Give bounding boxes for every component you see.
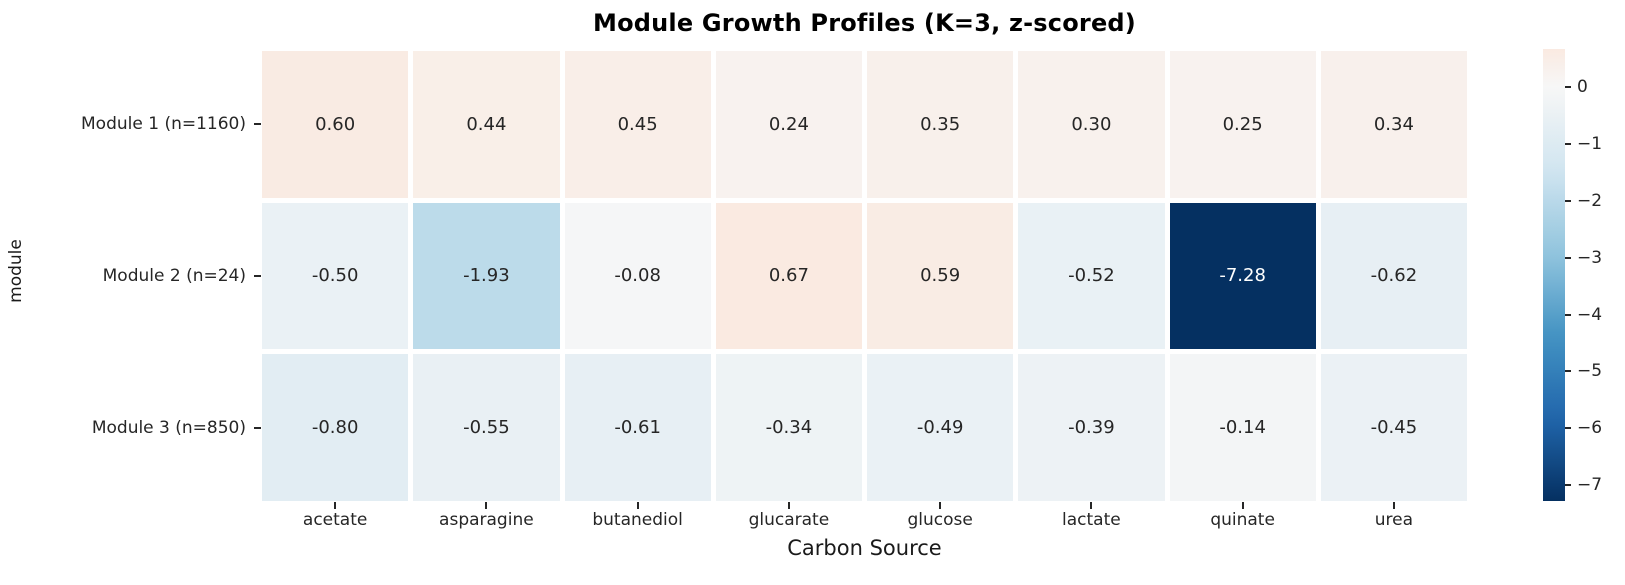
heatmap-cell: -0.52 bbox=[1018, 202, 1165, 350]
colorbar bbox=[1543, 49, 1565, 501]
colorbar-tick-label: −2 bbox=[1577, 190, 1603, 211]
x-tick-label: asparagine bbox=[439, 510, 534, 530]
x-tick-label: glucarate bbox=[748, 510, 830, 530]
y-tick-mark bbox=[254, 123, 261, 126]
x-tick-mark bbox=[1241, 502, 1244, 509]
heatmap-cell: -0.08 bbox=[564, 202, 711, 350]
heatmap-cell: 0.67 bbox=[715, 202, 862, 350]
colorbar-tick-mark bbox=[1565, 484, 1571, 487]
chart-title: Module Growth Profiles (K=3, z-scored) bbox=[593, 9, 1136, 37]
x-tick-label: lactate bbox=[1062, 510, 1121, 530]
colorbar-tick-mark bbox=[1565, 427, 1571, 430]
heatmap-cell: 0.60 bbox=[262, 51, 409, 198]
heatmap-cell: -0.50 bbox=[262, 202, 409, 350]
heatmap-cell: 0.59 bbox=[867, 202, 1014, 350]
heatmap-cell: 0.25 bbox=[1169, 51, 1316, 198]
x-tick-mark bbox=[636, 502, 639, 509]
x-tick-label: butanediol bbox=[592, 510, 683, 530]
heatmap-cell: -0.49 bbox=[867, 354, 1014, 501]
x-tick-label: quinate bbox=[1210, 510, 1275, 530]
x-tick-mark bbox=[334, 502, 337, 509]
colorbar-tick-label: −1 bbox=[1577, 133, 1603, 154]
heatmap-cell: -7.28 bbox=[1169, 202, 1316, 350]
x-tick-mark bbox=[485, 502, 488, 509]
heatmap-cell: -0.34 bbox=[715, 354, 862, 501]
heatmap-cell: -0.80 bbox=[262, 354, 409, 501]
heatmap-cell: 0.35 bbox=[867, 51, 1014, 198]
x-tick-mark bbox=[787, 502, 790, 509]
y-tick-mark bbox=[254, 275, 261, 277]
heatmap-cell: -0.61 bbox=[564, 354, 711, 501]
heatmap-cell: 0.45 bbox=[564, 51, 711, 198]
y-tick-label: Module 2 (n=24) bbox=[102, 266, 246, 286]
colorbar-tick-label: 0 bbox=[1577, 77, 1588, 98]
heatmap-cell: -1.93 bbox=[413, 202, 560, 350]
colorbar-tick-label: −7 bbox=[1577, 475, 1603, 496]
heatmap-grid: 0.60 0.44 0.45 0.24 0.35 0.30 0.25 0.34 -0.50 -1.… bbox=[262, 51, 1467, 501]
x-tick-mark bbox=[939, 502, 942, 509]
heatmap-cell: -0.62 bbox=[1320, 202, 1467, 350]
heatmap-cell: 0.30 bbox=[1018, 51, 1165, 198]
colorbar-tick-mark bbox=[1565, 370, 1571, 373]
heatmap-cell: 0.44 bbox=[413, 51, 560, 198]
heatmap-cell: 0.34 bbox=[1320, 51, 1467, 198]
x-tick-label: glucose bbox=[907, 510, 973, 530]
heatmap-cell: -0.45 bbox=[1320, 354, 1467, 501]
colorbar-tick-label: −4 bbox=[1577, 304, 1603, 325]
colorbar-tick-label: −3 bbox=[1577, 247, 1603, 268]
colorbar-tick-label: −6 bbox=[1577, 418, 1603, 439]
x-tick-label: urea bbox=[1374, 510, 1414, 530]
heatmap-cell: -0.39 bbox=[1018, 354, 1165, 501]
colorbar-tick-mark bbox=[1565, 86, 1571, 89]
colorbar-tick-mark bbox=[1565, 199, 1571, 202]
colorbar-tick-mark bbox=[1565, 142, 1571, 145]
heatmap-cell: 0.24 bbox=[715, 51, 862, 198]
y-tick-label: Module 1 (n=1160) bbox=[81, 114, 246, 135]
colorbar-tick-label: −5 bbox=[1577, 361, 1603, 382]
x-tick-mark bbox=[1392, 502, 1395, 509]
x-axis-title: Carbon Source bbox=[787, 536, 942, 560]
colorbar-tick-mark bbox=[1565, 313, 1571, 316]
heatmap-cell: -0.14 bbox=[1169, 354, 1316, 501]
y-tick-mark bbox=[254, 426, 261, 429]
heatmap-cell: -0.55 bbox=[413, 354, 560, 501]
colorbar-tick-mark bbox=[1565, 256, 1571, 259]
y-tick-label: Module 3 (n=850) bbox=[91, 417, 246, 438]
x-tick-label: acetate bbox=[302, 510, 368, 530]
x-tick-mark bbox=[1090, 502, 1093, 509]
